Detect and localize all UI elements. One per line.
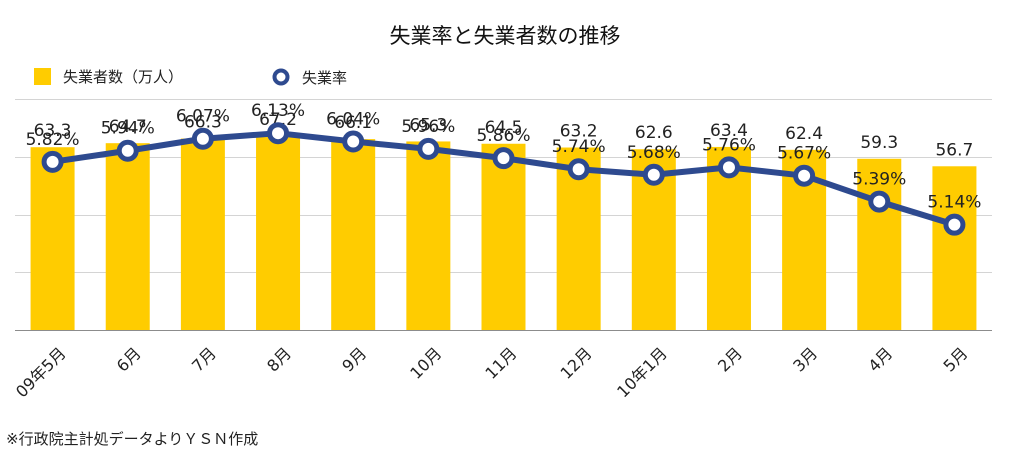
line-data-label: 5.39% [852,170,906,190]
bar-data-label: 66.1 [334,113,372,133]
x-tick-label: 3月 [789,344,821,376]
x-tick-label: 09年5月 [12,344,70,402]
bar-data-label: 64.7 [109,117,147,137]
line-point [191,127,214,150]
bar-data-label: 67.2 [259,110,297,130]
line-point [342,130,365,153]
bar [30,147,75,330]
bar-data-label: 63.2 [560,122,598,142]
bar [105,143,150,330]
bar [180,138,225,330]
bar-data-label: 66.3 [184,113,222,133]
x-tick-label: 5月 [940,344,972,376]
x-tick-label: 6月 [113,344,145,376]
line-point [567,158,590,181]
bar [256,135,301,330]
line-point [642,163,665,186]
bar [932,166,977,330]
x-tick-label: 10月 [406,344,445,383]
line-data-label: 5.14% [927,193,981,213]
line-data-label: 6.13% [251,101,305,121]
legend-label-rate: 失業率 [302,68,348,87]
x-tick-label: 10年1月 [613,344,671,402]
line-data-labels: 5.82% 5.94% 6.07% 6.13% 6.04% 5.96% 5.86% 5.74%… [26,101,982,212]
bar-data-label: 59.3 [860,133,898,153]
line-series [41,122,966,236]
x-tick-label: 11月 [481,344,520,383]
line-point [41,150,64,173]
bar-data-label: 64.5 [485,118,523,138]
line-data-label: 6.07% [176,107,230,127]
line-point [868,190,891,213]
bar [481,143,526,330]
bar [331,139,376,330]
line-data-label: 5.86% [476,126,530,146]
bar-data-label: 63.3 [34,121,72,141]
chart-title: 失業率と失業者数の推移 [389,24,621,48]
line-data-label: 5.96% [401,117,455,137]
bar [406,141,451,330]
x-tick-label: 8月 [263,344,295,376]
line-point [417,137,440,160]
line-point [492,147,515,170]
line-point [943,213,966,236]
line-data-label: 5.82% [26,130,80,150]
line-data-label: 6.04% [326,110,380,130]
line-data-label: 5.76% [702,135,756,155]
bar-data-label: 62.6 [635,123,673,143]
line-point [116,139,139,162]
x-tick-label: 7月 [188,344,220,376]
legend-swatch-bar [34,68,51,85]
line-point [267,122,290,145]
legend-item-unemployed: 失業者数（万人） [34,66,183,87]
legend-label-unemployed: 失業者数（万人） [63,68,184,86]
line-point [793,164,816,187]
bar-data-label: 63.4 [710,121,748,141]
x-tick-label: 12月 [557,344,596,383]
line-data-label: 5.94% [101,119,155,139]
x-tick-label: 2月 [714,344,746,376]
x-tick-label: 9月 [338,344,370,376]
bar-data-label: 62.4 [785,124,823,144]
bar-data-label: 65.3 [409,115,447,135]
legend-marker-line-icon [272,68,290,86]
legend-item-rate: 失業率 [270,66,347,88]
line-data-label: 5.74% [552,137,606,157]
bar-data-labels: 63.3 64.7 66.3 67.2 66.1 65.3 64.5 63.2 62.6 63.4… [34,110,974,160]
line-point [717,156,740,179]
line-data-label: 5.68% [627,143,681,163]
source-note: ※行政院主計処データよりＹＳＮ作成 [6,430,259,448]
x-tick-label: 4月 [864,344,896,376]
bar [857,158,902,330]
bar-data-label: 56.7 [935,140,973,160]
x-axis-tick-labels: 09年5月 6月 7月 8月 9月 10月 11月 12月 10年1月 2月 3月 4月 5月 [12,344,972,402]
line-data-label: 5.67% [777,144,831,164]
bar-series [30,135,977,330]
